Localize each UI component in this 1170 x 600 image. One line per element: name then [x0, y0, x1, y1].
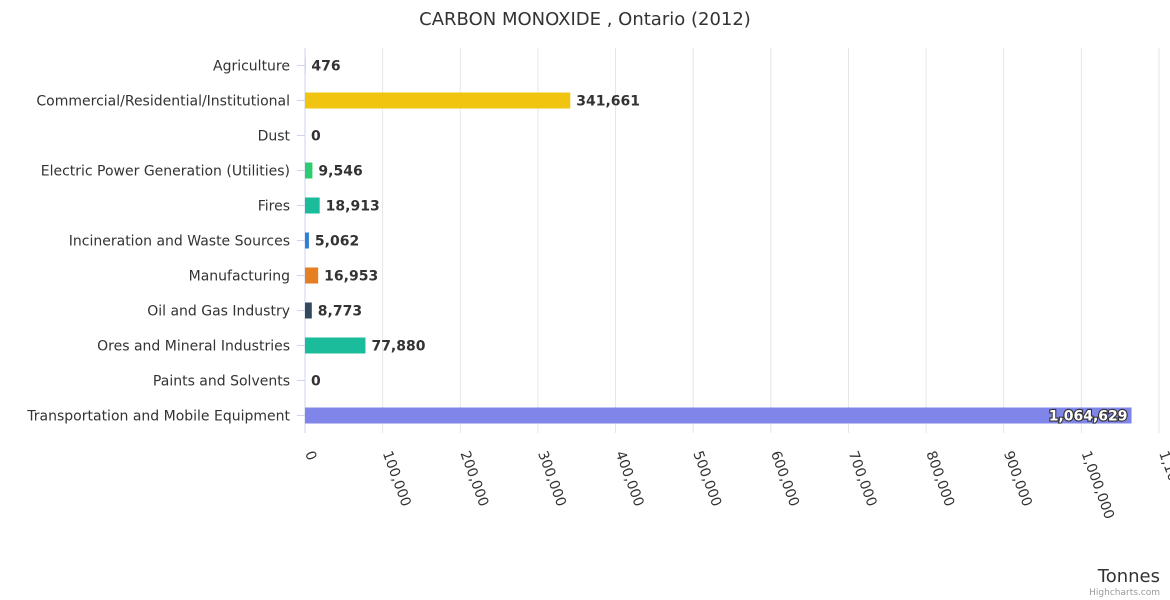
category-label: Agriculture — [213, 59, 290, 75]
data-labels: 476 341,661 0 9,546 18,913 5,062 16,953 8,773 77… — [311, 59, 1129, 426]
data-label: 476 — [311, 59, 340, 75]
data-label: 9,546 — [318, 164, 362, 180]
data-label: 77,880 — [371, 339, 425, 355]
x-tick-label: 700,000 — [845, 449, 880, 509]
category-label: Transportation and Mobile Equipment — [26, 409, 290, 425]
x-tick-label: 1,000,000 — [1078, 449, 1117, 521]
x-tick-label: 600,000 — [767, 449, 802, 509]
credits-link[interactable]: Highcharts.com — [1089, 588, 1160, 598]
category-label: Manufacturing — [189, 269, 290, 285]
category-label: Electric Power Generation (Utilities) — [41, 164, 290, 180]
x-tick-label: 0 — [301, 449, 319, 463]
value-axis-title: Tonnes — [1097, 566, 1160, 587]
data-label: 0 — [311, 374, 321, 390]
data-label: 18,913 — [326, 199, 380, 215]
bar[interactable] — [305, 337, 366, 354]
chart-title: CARBON MONOXIDE , Ontario (2012) — [419, 9, 751, 30]
x-axis-tick-labels: 0 100,000 200,000 300,000 400,000 500,000 600,… — [301, 449, 1170, 521]
category-label: Fires — [258, 199, 290, 215]
x-tick-label: 100,000 — [379, 449, 414, 509]
bar[interactable] — [305, 162, 313, 179]
data-label: 5,062 — [315, 234, 359, 250]
category-label: Paints and Solvents — [153, 374, 290, 390]
x-tick-label: 300,000 — [534, 449, 569, 509]
bars — [305, 57, 1132, 424]
data-label: 0 — [311, 129, 321, 145]
category-label: Dust — [258, 129, 291, 145]
category-label: Oil and Gas Industry — [147, 304, 290, 320]
bar[interactable] — [305, 267, 319, 284]
bar[interactable] — [305, 302, 312, 319]
data-label: 8,773 — [318, 304, 362, 320]
bar[interactable] — [305, 407, 1132, 424]
x-tick-label: 1,100,000 — [1155, 449, 1170, 521]
category-labels: Agriculture Commercial/Residential/Instit… — [26, 59, 305, 425]
x-tick-label: 500,000 — [689, 449, 724, 509]
x-tick-label: 200,000 — [457, 449, 492, 509]
category-label: Ores and Mineral Industries — [97, 339, 290, 355]
bar[interactable] — [305, 197, 320, 214]
data-label: 16,953 — [324, 269, 378, 285]
x-tick-label: 900,000 — [1000, 449, 1035, 509]
data-label: 341,661 — [576, 94, 640, 110]
data-label: 1,064,629 — [1049, 409, 1128, 425]
bar[interactable] — [305, 232, 309, 249]
x-tick-label: 400,000 — [612, 449, 647, 509]
category-label: Incineration and Waste Sources — [69, 234, 290, 250]
bar[interactable] — [305, 92, 571, 109]
x-tick-label: 800,000 — [922, 449, 957, 509]
category-label: Commercial/Residential/Institutional — [36, 94, 290, 110]
